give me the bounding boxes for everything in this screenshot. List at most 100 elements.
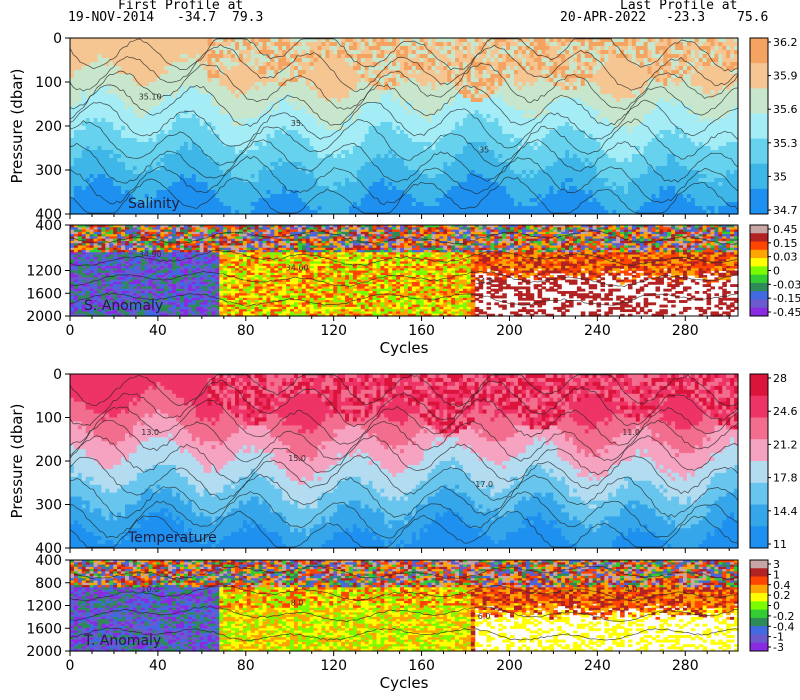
colorbar-tick-label: -0.45 [773,306,800,319]
colorbar-swatch [750,283,768,292]
x-tick-label: 160 [408,658,435,674]
colorbar-swatch [750,233,768,242]
y-tick-label: 2000 [26,309,62,325]
contour-label: 13.0 [141,428,159,437]
colorbar-swatch [750,618,768,627]
colorbar-swatch [750,250,768,259]
colorbar-swatch [750,374,768,396]
x-tick-label: 200 [496,323,523,339]
colorbar-swatch [750,275,768,284]
y-tick-label: 400 [35,553,62,569]
colorbar-swatch [750,308,768,317]
heatmap-cells [70,225,739,317]
colorbar-tick-label: 14.4 [773,505,798,518]
y-tick-label: 800 [35,576,62,592]
colorbar-tick-label: 21.2 [773,438,798,451]
contour-label: 15.0 [288,454,306,463]
contour-label: 34.8 [475,277,493,286]
colorbar-tick-label: 11 [773,538,787,551]
colorbar-swatch [750,634,768,643]
contour-label: 35.10 [139,93,162,102]
colorbar-swatch [750,242,768,251]
colorbar-swatch [750,643,768,652]
y-tick-label: 100 [35,411,62,427]
x-tick-label: 240 [584,658,611,674]
panel-title: T. Anomaly [83,633,161,649]
colorbar-tick-label: -0.03 [773,278,800,291]
y-tick-label: 200 [35,119,62,135]
y-tick-label: 1600 [26,621,62,637]
x-tick-label: 280 [672,658,699,674]
y-tick-label: 100 [35,75,62,91]
y-tick-label: 2000 [26,644,62,660]
colorbar-swatch [750,601,768,610]
contour-label: 17.0 [475,480,493,489]
colorbar-tick-label: -3 [773,641,784,654]
colorbar-swatch [750,483,768,505]
colorbar-swatch [750,439,768,461]
x-tick-label: 160 [408,323,435,339]
panel-title: S. Anomaly [84,298,163,314]
colorbar-swatch [750,189,768,215]
contour-label: 35 [479,145,489,154]
colorbar-swatch [750,258,768,267]
colorbar-tick-label: 35.3 [773,137,798,150]
y-axis-label: Pressure (dbar) [8,404,26,519]
colorbar-tick-label: 34.7 [773,204,798,217]
colorbar-swatch [750,396,768,418]
y-tick-label: 0 [53,367,62,383]
heatmap-cells [70,560,739,652]
colorbar-swatch [750,88,768,114]
x-tick-label: 80 [237,658,255,674]
colorbar-swatch [750,461,768,483]
colorbar-swatch [750,560,768,569]
colorbar-swatch [750,113,768,139]
colorbar: 0.450.150.030-0.03-0.15-0.45 [750,223,800,319]
colorbar-tick-label: 0 [773,265,780,278]
contour-label: 4.0 [625,585,638,594]
colorbar-tick-label: 0.15 [773,237,798,250]
colorbar-tick-label: 0.03 [773,251,798,264]
x-tick-label: 240 [584,323,611,339]
colorbar-swatch [750,266,768,275]
colorbar-swatch [750,63,768,89]
contour-label: 34.90 [139,250,162,259]
colorbar-tick-label: 28 [773,372,787,385]
y-tick-label: 300 [35,498,62,514]
contour-label: 35. [291,119,304,128]
x-axis-label: Cycles [380,339,429,357]
y-tick-label: 1200 [26,599,62,615]
contour-label: 8.0 [291,599,304,608]
x-tick-label: 280 [672,323,699,339]
colorbar-swatch [750,38,768,64]
contour-label: 11.0 [622,428,640,437]
x-tick-label: 40 [149,658,167,674]
y-tick-label: 400 [35,218,62,234]
x-tick-label: 0 [66,323,75,339]
colorbar-swatch [750,225,768,234]
contour-label: 6.0 [478,612,491,621]
x-axis-label: Cycles [380,674,429,692]
colorbar-tick-label: 24.6 [773,405,798,418]
colorbar-tick-label: 35.6 [773,103,798,116]
colorbar-swatch [750,577,768,586]
x-tick-label: 120 [320,658,347,674]
x-tick-label: 80 [237,323,255,339]
panel-title: Temperature [127,530,217,546]
colorbar-swatch [750,418,768,440]
x-tick-label: 0 [66,658,75,674]
colorbar-swatch [750,568,768,577]
colorbar-swatch [750,505,768,527]
y-tick-label: 200 [35,454,62,470]
colorbar-tick-label: 35 [773,170,787,183]
colorbar-tick-label: 0.45 [773,223,798,236]
y-tick-label: 1200 [26,264,62,280]
contour-label: 10.0 [141,585,159,594]
x-tick-label: 120 [320,323,347,339]
x-tick-label: 200 [496,658,523,674]
